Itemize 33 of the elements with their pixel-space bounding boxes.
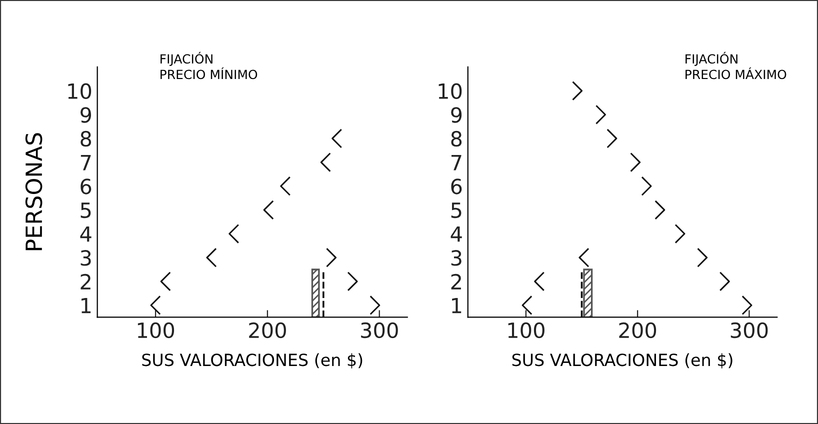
y-tick-label: 1	[452, 298, 462, 314]
y-tick-label: 9	[80, 107, 92, 123]
x-axis-title: SUS VALORACIONES (en $)	[512, 353, 732, 368]
y-tick-label: 1	[82, 298, 91, 314]
y-tick-label: 4	[80, 226, 92, 242]
y-tick-label: 10	[438, 83, 462, 100]
y-tick-label: 5	[80, 202, 91, 218]
y-tick-label: 7	[80, 155, 91, 170]
y-tick-label: 9	[451, 107, 462, 123]
y-tick-label: 6	[451, 178, 462, 194]
x-tick-label: 300	[361, 322, 398, 338]
y-tick-label: 6	[80, 178, 92, 194]
x-tick-label: 100	[138, 322, 174, 338]
x-tick-label: 100	[508, 322, 544, 338]
x-tick-label: 200	[249, 322, 286, 338]
y-tick-label: 8	[80, 130, 92, 147]
y-tick-label: 3	[80, 250, 91, 266]
y-tick-label: 8	[451, 130, 462, 147]
x-axis-title: SUS VALORACIONES (en $)	[142, 353, 362, 368]
chart-title: FIJACIÓN	[160, 52, 212, 66]
y-tick-label: 5	[451, 202, 462, 218]
chart-subtitle: PRECIO MÍNIMO	[160, 67, 258, 80]
y-tick-label: 2	[80, 274, 90, 290]
y-tick-label: 7	[451, 155, 462, 170]
y-tick-label: 10	[68, 83, 92, 100]
chart-subtitle: PRECIO MÁXIMO	[686, 67, 786, 80]
y-tick-label: 3	[451, 250, 462, 266]
chart-title: FIJACIÓN	[686, 52, 738, 66]
y-axis-title: PERSONAS	[25, 133, 42, 250]
x-tick-label: 200	[619, 322, 656, 338]
y-tick-label: 2	[451, 274, 461, 290]
y-tick-label: 4	[450, 226, 462, 242]
x-tick-label: 300	[730, 322, 768, 338]
